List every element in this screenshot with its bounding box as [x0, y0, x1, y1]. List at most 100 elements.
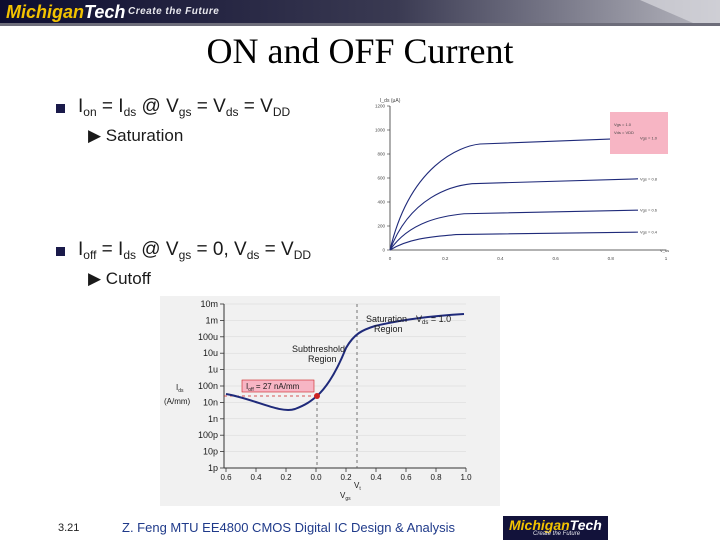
saturation-label-2: Region: [374, 324, 403, 334]
iv-legend-line: Vgs = 1.0: [614, 122, 632, 127]
footer-logo-brand: MichiganTech: [509, 517, 602, 533]
iv-legend-line: Vds = VDD: [614, 130, 634, 135]
eq-token: @ V: [136, 96, 179, 117]
eq-subscript: off: [83, 248, 97, 262]
eq-subscript: ds: [123, 105, 137, 119]
iv-x-tick-label: 0.2: [442, 256, 449, 261]
iv-y-tick-label: 200: [377, 224, 385, 229]
iv-x-tick-label: 0.4: [497, 256, 504, 261]
header-banner-graphic: [0, 0, 720, 26]
eq-token: = I: [96, 96, 124, 117]
ioff-value: = 27 nA/mm: [254, 382, 300, 391]
log-y-tick-label: 1p: [208, 463, 218, 473]
eq-subscript: DD: [293, 248, 312, 262]
iv-curve-label: Vgs = 0.8: [640, 176, 658, 181]
log-x-tick-label: 0.8: [430, 473, 442, 482]
log-chart-background: [160, 296, 500, 506]
footer-brand-left: Michigan: [509, 517, 570, 533]
log-ylabel-unit: (A/mm): [164, 397, 191, 406]
eq-subscript: ds: [246, 248, 260, 262]
ioff-point: [314, 393, 320, 399]
eq-token: = V: [238, 96, 273, 117]
log-x-tick-label: 0.2: [340, 473, 352, 482]
iv-curve-label: Vgs = 0.4: [640, 230, 658, 235]
log-x-tick-label: 0.6: [220, 473, 232, 482]
eq-token: = V: [259, 239, 294, 260]
log-xlabel-vgs: Vgs: [340, 491, 351, 502]
log-y-tick-label: 10p: [203, 447, 218, 457]
log-y-tick-label: 1m: [205, 315, 218, 325]
iv-y-tick-label: 1200: [375, 104, 386, 109]
iv-y-unit: I_ds (μA): [380, 98, 401, 104]
log-y-tick-label: 10m: [200, 299, 218, 309]
log-xlabel-vt-symbol: V: [354, 481, 360, 490]
eq-token: = 0, V: [191, 239, 247, 260]
vds-label: V: [416, 314, 422, 324]
eq-token: = V: [191, 96, 226, 117]
bullet-marker: [56, 104, 65, 113]
footer-brand-right: Tech: [569, 517, 602, 533]
log-y-tick-label: 100u: [198, 332, 218, 342]
iv-y-tick-label: 1000: [375, 128, 386, 133]
iv-curve-label: Vgs = 0.6: [640, 208, 658, 213]
log-y-tick-label: 10n: [203, 397, 218, 407]
log-xlabel-vgs-symbol: V: [340, 491, 346, 500]
iv-curve-label: Vgs = 1.0: [640, 136, 658, 141]
log-ylabel-subscript: ds: [178, 388, 184, 394]
log-xlabel-vgs-subscript: gs: [345, 496, 351, 502]
footer-logo-slogan: Create the Future: [533, 531, 581, 537]
ioff-label: I: [246, 382, 248, 391]
iv-curve: [389, 231, 639, 251]
log-ylabel-line1: Ids: [176, 383, 184, 394]
page-number: 3.21: [58, 522, 80, 534]
log-x-tick-label: 0.4: [250, 473, 262, 482]
log-y-tick-label: 10u: [203, 348, 218, 358]
header-brand-left: Michigan: [6, 2, 85, 22]
eq-token: @ V: [136, 239, 179, 260]
subthreshold-label: Subthreshold: [292, 344, 345, 354]
ioff-annotation: Ioff = 27 nA/mm: [246, 382, 300, 393]
subthreshold-label-2: Region: [308, 354, 337, 364]
bullet-ioff-text: Ioff = Ids @ Vgs = 0, Vds = VDD: [78, 239, 311, 261]
ids-vgs-curve: [225, 313, 465, 411]
saturation-label: Saturation: [366, 314, 407, 324]
iv-chart: I_ds (μA) 1200 1000 800 600 400 200 0 0 0.2 0.4 0…: [375, 98, 669, 261]
vds-subscript: ds: [422, 320, 428, 326]
log-x-tick-label: 1.0: [460, 473, 472, 482]
eq-subscript: ds: [225, 105, 239, 119]
log-y-tick-label: 1n: [208, 414, 218, 424]
iv-x-tick-label: 0: [389, 256, 392, 261]
iv-y-tick-label: 0: [382, 248, 385, 253]
log-x-tick-label: 0.2: [280, 473, 292, 482]
log-xlabel-vt-subscript: t: [359, 486, 361, 492]
eq-subscript: DD: [272, 105, 291, 119]
bullet-marker: [56, 247, 65, 256]
log-ylabel-symbol: I: [176, 383, 178, 392]
iv-legend-box: [610, 112, 668, 154]
footer-citation: Z. Feng MTU EE4800 CMOS Digital IC Desig…: [122, 520, 456, 535]
header-banner: MichiganTech Create the Future: [0, 0, 720, 26]
eq-token: I: [78, 96, 84, 117]
sub-bullet-cutoff: ▶ Cutoff: [88, 269, 151, 288]
log-y-tick-label: 100p: [198, 430, 218, 440]
eq-subscript: ds: [123, 248, 137, 262]
bullet-ion-text: Ion = Ids @ Vgs = Vds = VDD: [78, 96, 290, 118]
iv-y-tick-label: 400: [377, 200, 385, 205]
slide-title: ON and OFF Current: [206, 31, 514, 71]
header-slogan: Create the Future: [128, 6, 220, 17]
log-y-tick-label: 100n: [198, 381, 218, 391]
iv-y-tick-label: 600: [377, 176, 385, 181]
vds-annotation: Vds = 1.0: [416, 314, 451, 326]
log-x-tick-label: 0.0: [310, 473, 322, 482]
eq-token: = I: [96, 239, 124, 260]
eq-subscript: on: [83, 105, 97, 119]
iv-curve: [389, 209, 639, 251]
vds-value: = 1.0: [428, 314, 451, 324]
iv-x-unit: V_ds: [660, 248, 669, 253]
log-xlabel-vt: Vt: [354, 481, 361, 492]
log-chart: 10m 1m 100u 10u 1u 100n 10n 1n 100p 10p 1p 0.6 0.4 0…: [160, 296, 500, 506]
ioff-subscript: off: [248, 387, 254, 393]
eq-subscript: gs: [178, 105, 192, 119]
log-x-tick-label: 0.4: [370, 473, 382, 482]
log-x-tick-label: 0.6: [400, 473, 412, 482]
